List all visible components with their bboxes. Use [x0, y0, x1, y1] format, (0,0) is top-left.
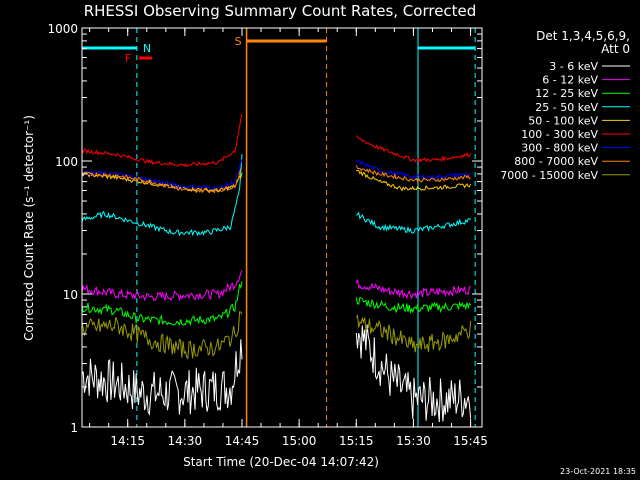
- series-line-8-part-1: [81, 167, 243, 194]
- x-tick-label: 15:00: [282, 434, 317, 448]
- x-axis-ticks: 14:15 14:30 14:45 15:00 15:15 15:30 15:45: [89, 28, 488, 448]
- legend-label: 300 - 800 keV: [521, 142, 598, 155]
- legend-label: 25 - 50 keV: [535, 101, 598, 114]
- series-line-5-part-2: [356, 169, 472, 192]
- series-line-6-part-2: [356, 135, 472, 163]
- series-line-9-part-2: [355, 314, 472, 353]
- observing-flags: NF S: [82, 28, 476, 427]
- x-tick-label: 14:45: [225, 434, 260, 448]
- chart-title: RHESSI Observing Summary Count Rates, Co…: [84, 2, 477, 20]
- legend-label: 12 - 25 keV: [535, 87, 598, 100]
- x-axis-label: Start Time (20-Dec-04 14:07:42): [183, 455, 379, 469]
- series-line-4-part-2: [356, 211, 471, 234]
- series-line-6-part-1: [81, 113, 243, 168]
- legend-label: 3 - 6 keV: [549, 60, 598, 73]
- series-line-7-part-1: [81, 159, 243, 191]
- x-tick-label: 15:45: [453, 434, 488, 448]
- legend-label: 7000 - 15000 keV: [500, 169, 598, 182]
- night-flag-label: N: [143, 42, 151, 55]
- series-line-3-part-2: [355, 296, 471, 315]
- legend-label: 100 - 300 keV: [521, 128, 598, 141]
- flare-flag-label: F: [125, 52, 131, 65]
- legend-header-1: Det 1,3,4,5,6,9,: [536, 29, 630, 43]
- series-line-1-part-1: [81, 339, 243, 416]
- series-line-3-part-1: [81, 281, 243, 327]
- x-tick-label: 14:30: [168, 434, 203, 448]
- legend-label: 800 - 7000 keV: [514, 155, 598, 168]
- series-line-8-part-2: [355, 165, 471, 184]
- plot-frame: [81, 27, 483, 428]
- y-tick-label: 100: [55, 155, 78, 169]
- series-line-9-part-1: [81, 311, 243, 360]
- series-line-1-part-2: [355, 324, 472, 423]
- y-tick-label: 1000: [47, 22, 78, 36]
- legend-label: 50 - 100 keV: [528, 114, 598, 127]
- y-tick-label: 1: [70, 421, 78, 435]
- series-line-2-part-2: [355, 279, 471, 300]
- y-axis-label: Corrected Count Rate (s⁻¹ detector⁻¹): [22, 115, 36, 341]
- legend-header-2: Att 0: [601, 42, 630, 56]
- x-tick-label: 15:30: [396, 434, 431, 448]
- legend-label: 6 - 12 keV: [542, 74, 598, 87]
- y-axis-ticks: 1 10 100 1000: [47, 22, 482, 435]
- series-line-4-part-1: [81, 154, 243, 237]
- series-lines: [81, 113, 472, 423]
- x-tick-label: 14:15: [110, 434, 145, 448]
- x-tick-label: 15:15: [339, 434, 374, 448]
- saa-flag-label: S: [235, 35, 242, 48]
- series-line-2-part-1: [81, 270, 243, 303]
- timestamp: 23-Oct-2021 18:35: [560, 467, 636, 476]
- y-tick-label: 10: [63, 288, 78, 302]
- series-line-7-part-2: [355, 159, 471, 180]
